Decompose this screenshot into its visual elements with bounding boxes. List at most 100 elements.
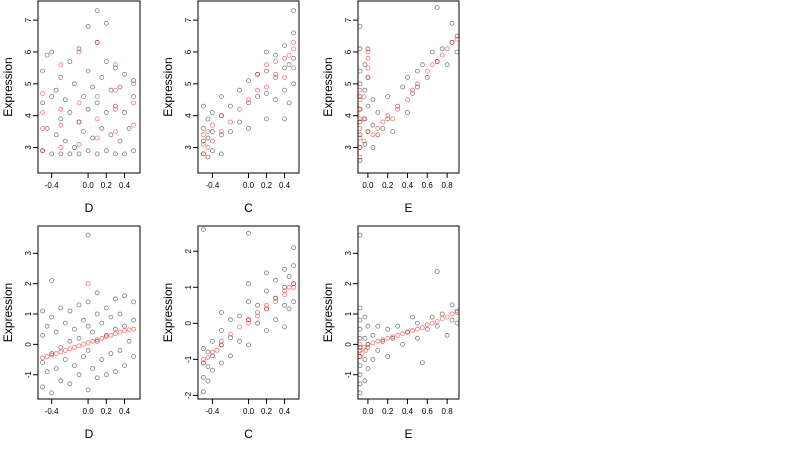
panel-3: 0.0 0.2 0.4 0.6 0.8 3 4 5 6 7 E Expression bbox=[321, 0, 460, 215]
data-point bbox=[76, 335, 82, 341]
data-point bbox=[117, 138, 123, 144]
data-point bbox=[390, 335, 396, 341]
data-point bbox=[72, 363, 77, 369]
data-point bbox=[94, 100, 100, 106]
data-point bbox=[44, 52, 50, 58]
x-tick-label: 0.0 bbox=[243, 181, 255, 190]
data-point bbox=[113, 331, 118, 337]
data-point bbox=[40, 125, 45, 131]
data-point bbox=[375, 338, 381, 344]
data-point bbox=[246, 125, 251, 131]
data-point bbox=[357, 24, 363, 29]
data-point bbox=[357, 157, 363, 163]
plot-frame bbox=[197, 0, 300, 174]
data-point bbox=[81, 354, 86, 359]
data-point bbox=[439, 316, 445, 322]
data-point bbox=[76, 100, 82, 106]
data-point bbox=[365, 55, 371, 61]
x-tick-label: 0.2 bbox=[101, 407, 113, 416]
data-point bbox=[357, 341, 363, 347]
data-point bbox=[282, 75, 288, 80]
data-point bbox=[291, 281, 297, 287]
data-point bbox=[246, 342, 251, 348]
data-point bbox=[40, 91, 45, 96]
data-point bbox=[291, 8, 297, 14]
data-point bbox=[361, 138, 367, 144]
data-point bbox=[405, 329, 410, 335]
data-point bbox=[40, 110, 45, 115]
x-tick-label: 0.4 bbox=[279, 181, 291, 190]
data-point bbox=[209, 148, 215, 154]
data-point bbox=[264, 288, 269, 294]
series-observed bbox=[200, 8, 297, 160]
data-point bbox=[237, 87, 242, 93]
y-tick-label: 2 bbox=[344, 281, 353, 286]
data-point bbox=[286, 274, 292, 279]
data-point bbox=[200, 374, 206, 380]
data-point bbox=[117, 84, 123, 90]
data-point bbox=[58, 151, 64, 157]
data-point bbox=[286, 306, 292, 312]
data-point bbox=[40, 384, 45, 390]
data-point bbox=[410, 314, 415, 320]
data-point bbox=[62, 357, 68, 362]
data-point bbox=[218, 151, 224, 157]
y-tick-label: 0 bbox=[24, 342, 33, 347]
data-point bbox=[85, 148, 91, 154]
x-tick-label: 0.6 bbox=[422, 181, 434, 190]
data-point bbox=[286, 284, 292, 290]
data-point bbox=[209, 110, 215, 115]
y-axis-label: Expression bbox=[1, 283, 15, 342]
data-point bbox=[113, 151, 118, 157]
data-point bbox=[81, 317, 86, 323]
series-observed bbox=[40, 232, 137, 396]
data-point bbox=[81, 129, 86, 135]
data-point bbox=[90, 366, 95, 372]
data-point bbox=[365, 65, 371, 71]
data-point bbox=[395, 103, 401, 109]
data-point bbox=[264, 116, 269, 122]
y-tick-label: 6 bbox=[184, 49, 193, 54]
data-point bbox=[200, 132, 206, 138]
data-point bbox=[357, 135, 363, 141]
data-point bbox=[117, 347, 123, 353]
series-observed bbox=[357, 5, 460, 163]
data-point bbox=[90, 84, 95, 90]
data-point bbox=[375, 132, 381, 138]
data-point bbox=[40, 360, 45, 366]
y-tick-label: 3 bbox=[24, 251, 33, 256]
x-tick-label: 0.0 bbox=[362, 181, 374, 190]
data-point bbox=[291, 263, 297, 269]
data-point bbox=[108, 87, 114, 93]
data-point bbox=[200, 227, 206, 233]
x-tick-label: 0.4 bbox=[279, 407, 291, 416]
data-point bbox=[282, 116, 288, 122]
data-point bbox=[200, 389, 206, 395]
data-point bbox=[400, 331, 406, 337]
data-point bbox=[131, 81, 137, 87]
data-point bbox=[385, 94, 391, 99]
y-tick-label: 4 bbox=[344, 113, 353, 118]
data-point bbox=[264, 328, 269, 333]
data-point bbox=[58, 145, 64, 150]
data-point bbox=[200, 103, 206, 109]
plot-frame bbox=[37, 0, 141, 174]
data-point bbox=[395, 106, 401, 112]
plot-frame bbox=[37, 225, 141, 400]
data-point bbox=[53, 351, 59, 356]
data-point bbox=[44, 125, 50, 131]
data-point bbox=[122, 151, 127, 157]
data-point bbox=[53, 329, 59, 335]
data-point bbox=[357, 46, 363, 52]
data-point bbox=[94, 337, 100, 343]
data-point bbox=[255, 87, 260, 93]
data-point bbox=[286, 52, 292, 58]
data-point bbox=[113, 106, 118, 112]
data-point bbox=[365, 103, 371, 109]
data-point bbox=[439, 46, 445, 52]
data-point bbox=[67, 381, 73, 387]
data-point bbox=[273, 59, 279, 64]
data-point bbox=[200, 125, 206, 131]
data-point bbox=[58, 122, 64, 128]
data-point bbox=[67, 308, 73, 314]
